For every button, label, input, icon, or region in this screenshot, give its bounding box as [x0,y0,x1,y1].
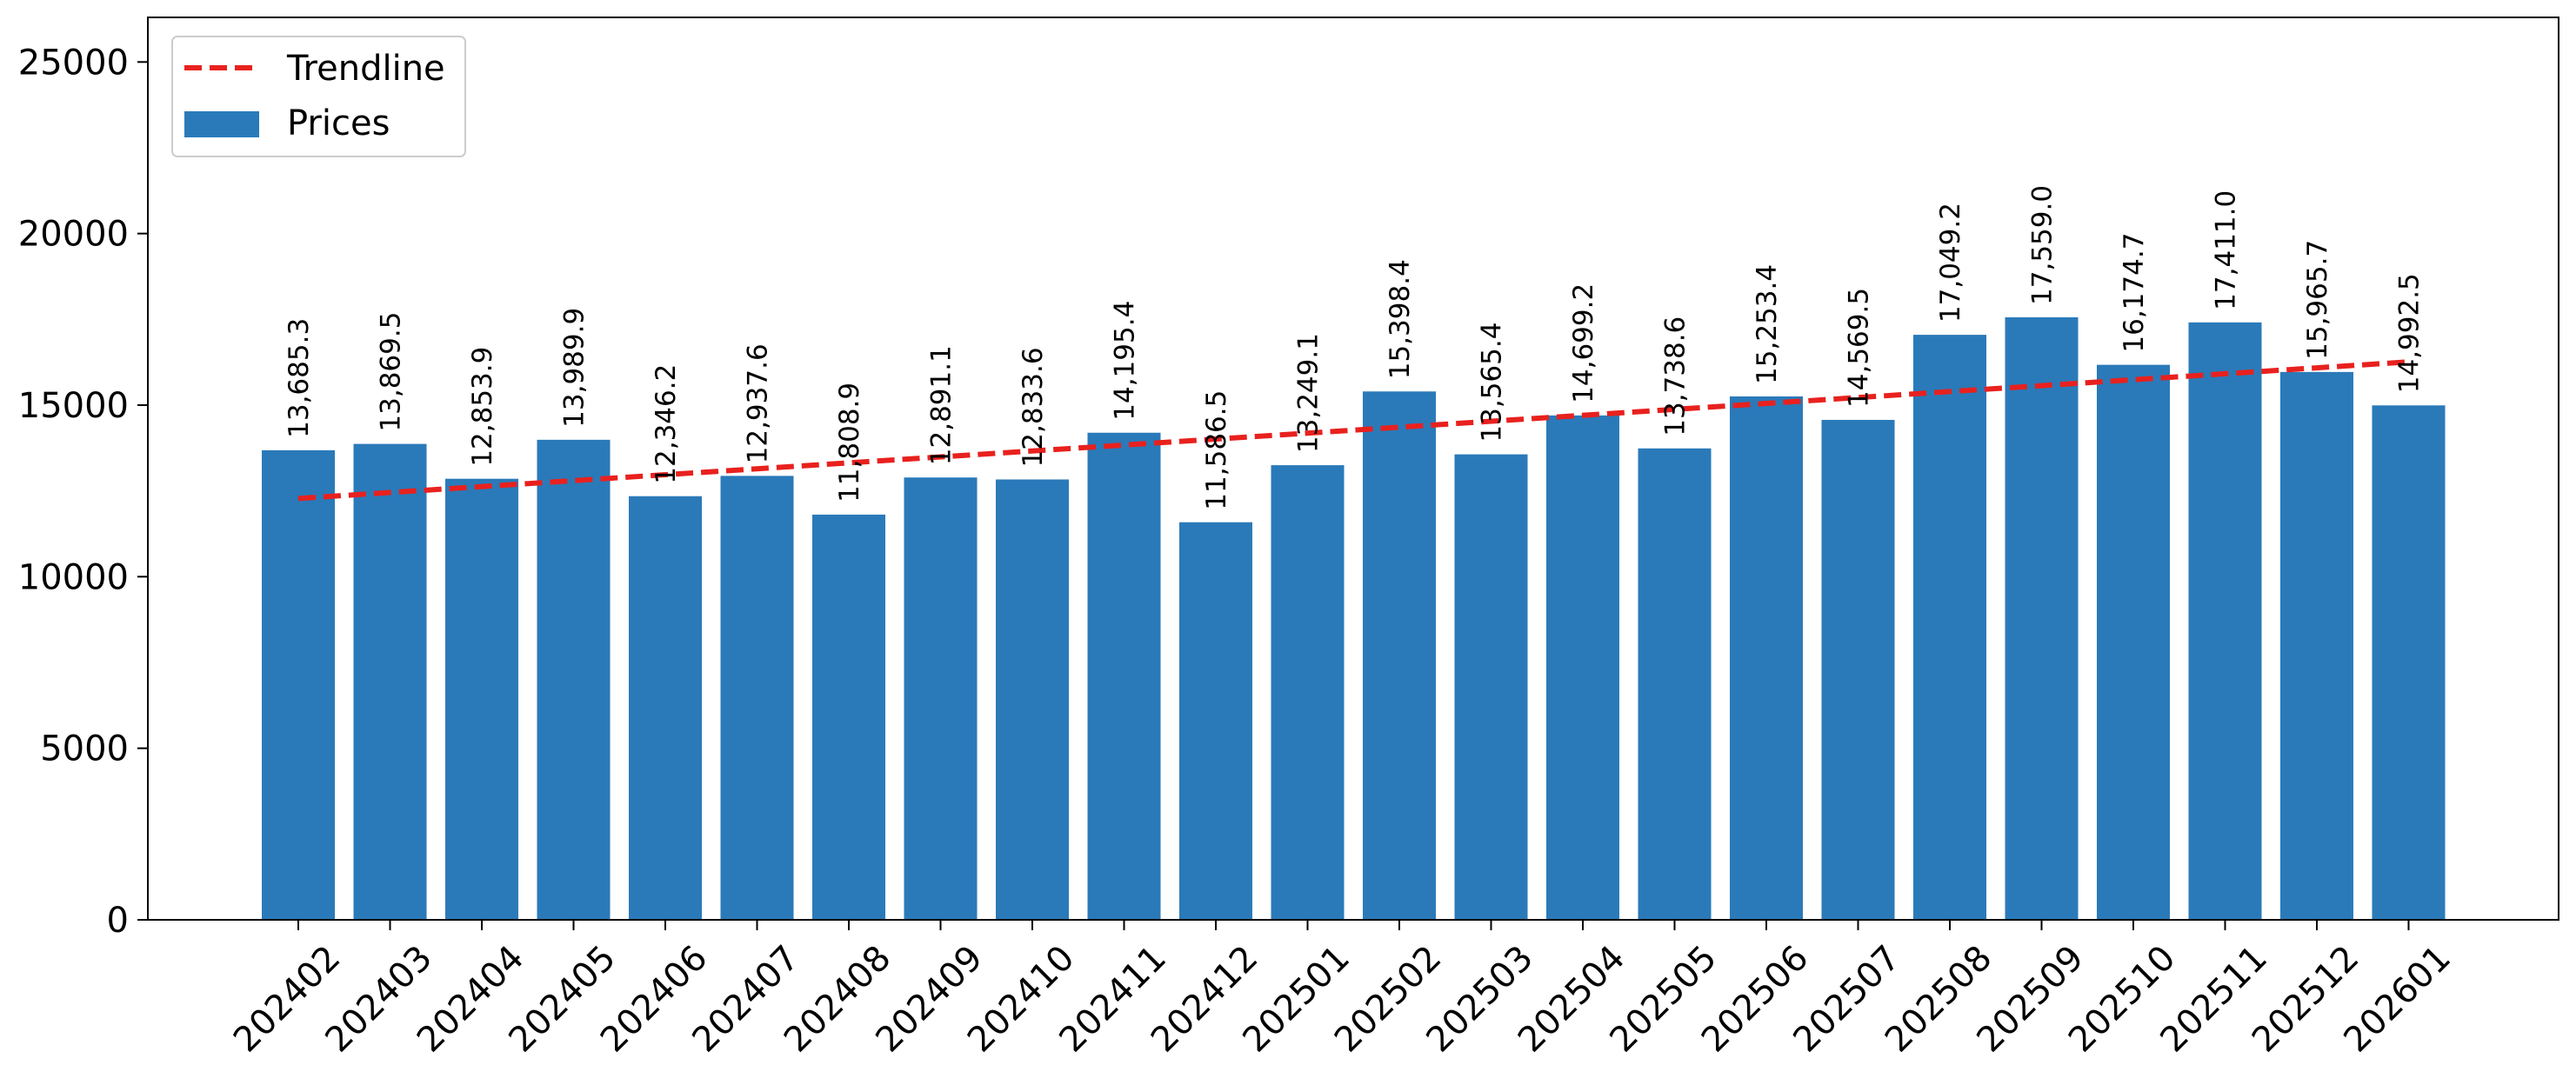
bar-value-label: 17,411.0 [2211,190,2242,310]
bar-202506 [1730,396,1803,921]
bar-202408 [812,514,885,920]
bar-202510 [2097,364,2170,921]
bar-value-label: 13,249.1 [1293,333,1325,453]
bar-value-label: 14,195.4 [1110,301,1141,421]
bar-value-label: 17,049.2 [1935,203,1966,323]
bar-value-label: 17,559.0 [2027,185,2059,305]
bars-layer [262,316,2446,921]
bar-202406 [629,496,702,920]
bar-value-label: 15,398.4 [1385,259,1416,379]
bar-labels-layer: 13,685.3 13,869.5 12,853.9 13,989.9 12,346.2… [284,185,2426,510]
y-tick-label: 15000 [18,386,129,426]
bar-202504 [1546,415,1619,920]
legend-prices-label: Prices [287,103,390,143]
plot-frame [147,17,2559,921]
bar-value-label: 13,869.5 [376,312,407,432]
y-tick-label: 10000 [18,557,129,597]
bar-value-label: 13,989.9 [559,308,591,428]
bar-202405 [537,439,611,921]
bar-202601 [2372,405,2446,921]
bar-202407 [720,476,794,920]
bar-202507 [1821,419,1895,921]
legend: Trendline Prices [171,36,466,157]
y-tick-label: 0 [107,901,129,941]
bar-202501 [1271,465,1345,920]
bar-202412 [1179,522,1252,920]
bar-202509 [2005,316,2079,920]
bar-value-label: 11,808.9 [834,383,865,503]
bar-202512 [2280,371,2353,920]
bar-value-label: 14,992.5 [2394,273,2426,393]
bar-202410 [996,479,1069,920]
y-tick-label: 20000 [18,215,129,255]
y-tick-label: 25000 [18,43,129,83]
bar-202404 [445,478,518,920]
bar-202511 [2188,322,2262,920]
trend-layer [297,359,2409,502]
bar-value-label: 14,699.2 [1568,283,1599,403]
trendline [297,359,2409,502]
legend-trendline-label: Trendline [286,49,445,89]
bar-202402 [262,449,335,920]
bar-value-label: 12,833.6 [1018,347,1049,467]
bar-value-label: 12,346.2 [651,364,682,484]
bar-value-label: 16,174.7 [2119,233,2150,353]
bar-202502 [1363,391,1436,920]
bar-202505 [1638,448,1712,920]
bar-value-label: 15,965.7 [2302,240,2333,360]
bar-value-label: 12,937.6 [743,343,774,463]
bar-value-label: 11,586.5 [1201,390,1232,510]
legend-prices-swatch [184,111,259,137]
bar-202411 [1087,432,1161,920]
bar-value-label: 12,853.9 [467,347,498,467]
bar-value-label: 14,569.5 [1844,288,1875,408]
bar-value-label: 13,565.4 [1477,323,1508,443]
bar-value-label: 12,891.1 [926,345,958,465]
bar-value-label: 15,253.4 [1752,264,1783,384]
bar-202508 [1913,335,1986,920]
bar-202403 [353,443,427,920]
y-tick-label: 5000 [40,729,129,769]
bar-202409 [904,477,978,920]
bar-value-label: 13,738.6 [1660,316,1692,436]
bar-202503 [1454,454,1528,920]
bar-value-label: 13,685.3 [284,318,315,438]
